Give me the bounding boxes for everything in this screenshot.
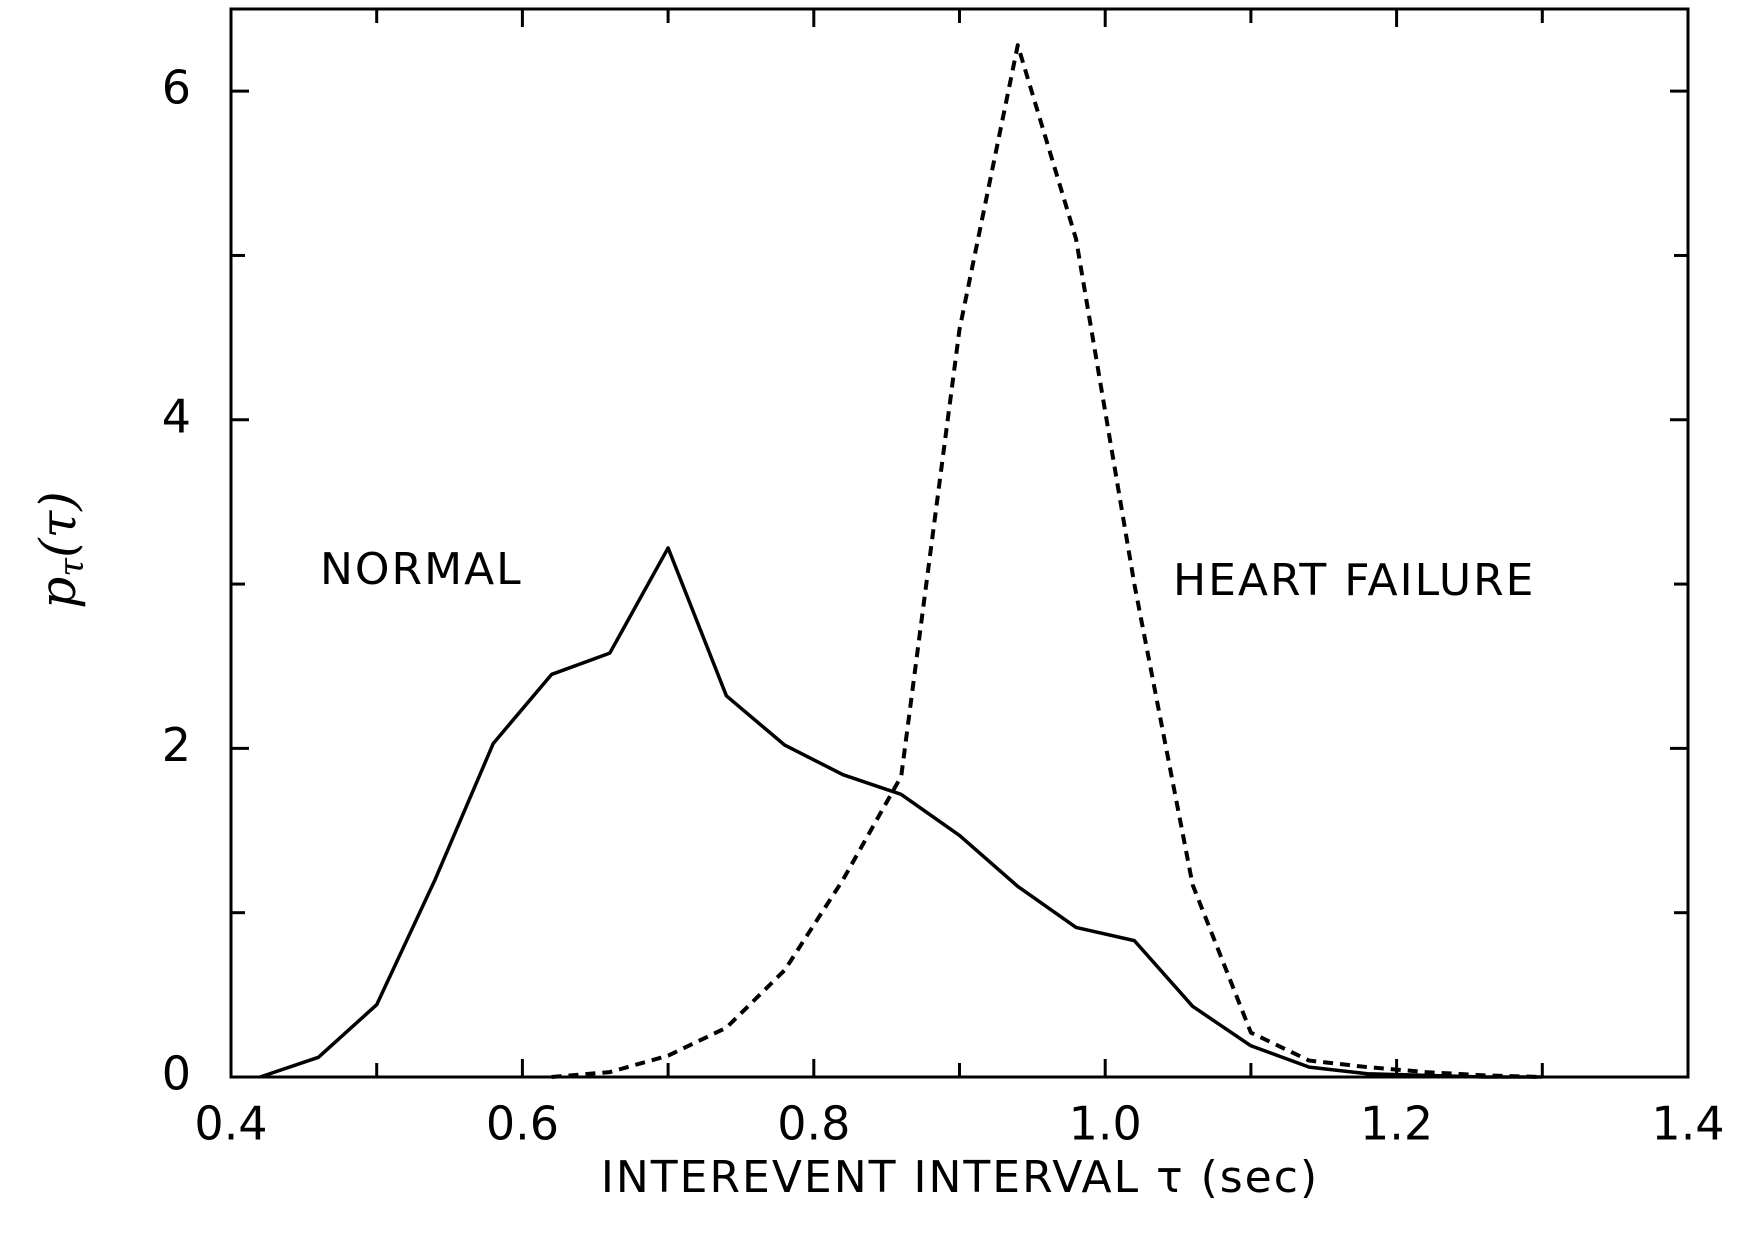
y-tick-label: 4	[162, 389, 191, 443]
series-label: HEART FAILURE	[1173, 555, 1535, 606]
series-line	[551, 43, 1543, 1079]
y-tick-label: 6	[162, 61, 191, 115]
x-tick-label: 1.4	[1651, 1097, 1724, 1151]
x-axis-label: INTEREVENT INTERVAL τ (sec)	[601, 1152, 1319, 1203]
x-tick-label: 1.2	[1360, 1097, 1433, 1151]
y-tick-label: 0	[162, 1047, 191, 1101]
series-line	[259, 546, 1543, 1079]
y-label-arg: (τ)	[29, 491, 87, 558]
x-tick-label: 0.4	[194, 1097, 267, 1151]
x-tick-label: 1.0	[1069, 1097, 1142, 1151]
series-label: NORMAL	[320, 544, 523, 595]
x-tick-label: 0.8	[777, 1097, 850, 1151]
y-label-sub: τ	[52, 557, 92, 577]
x-tick-label: 0.6	[486, 1097, 559, 1151]
plot-frame	[229, 7, 1690, 1079]
y-label-base: p	[29, 577, 87, 609]
y-axis-label: pτ(τ)	[29, 491, 92, 609]
y-tick-label: 2	[162, 718, 191, 772]
